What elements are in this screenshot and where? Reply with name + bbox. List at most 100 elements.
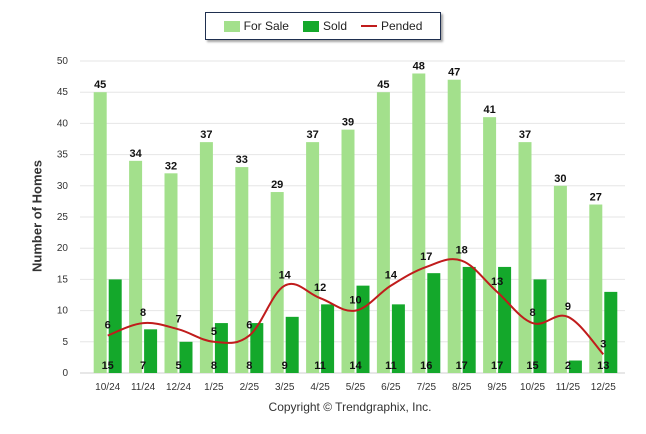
bar-sold: [604, 291, 618, 373]
data-label-sold: 15: [526, 360, 538, 372]
data-label-for-sale: 39: [342, 117, 354, 129]
bar-for-sale: [376, 92, 390, 373]
pended-swatch: [361, 25, 377, 27]
data-label-sold: 7: [140, 360, 146, 372]
x-tick-label: 6/25: [381, 382, 401, 393]
data-label-sold: 16: [420, 360, 432, 372]
bar-for-sale: [164, 173, 178, 373]
data-label-for-sale: 34: [129, 148, 142, 160]
x-tick-label: 4/25: [310, 382, 330, 393]
for-sale-swatch: [223, 20, 240, 32]
y-tick-label: 15: [57, 274, 69, 285]
bar-sold: [498, 266, 512, 373]
data-label-pended: 8: [140, 307, 146, 319]
data-label-pended: 5: [211, 326, 217, 338]
bar-for-sale: [483, 117, 497, 373]
data-label-sold: 8: [246, 360, 252, 372]
bar-for-sale: [589, 204, 603, 373]
bar-for-sale: [518, 142, 532, 373]
data-label-pended: 6: [246, 320, 252, 332]
x-tick-label: 1/25: [204, 382, 224, 393]
bar-for-sale: [199, 142, 213, 373]
data-label-sold: 13: [597, 360, 609, 372]
bar-sold: [427, 273, 441, 373]
bar-sold: [462, 266, 476, 373]
y-tick-label: 5: [62, 337, 68, 348]
bar-sold: [568, 360, 582, 373]
data-label-sold: 9: [282, 360, 288, 372]
legend-item-pended: Pended: [361, 19, 422, 33]
legend-label-pended: Pended: [381, 19, 423, 33]
data-label-sold: 8: [211, 360, 217, 372]
bar-sold: [391, 304, 405, 373]
bar-sold: [321, 304, 335, 373]
bar-for-sale: [306, 142, 320, 373]
y-tick-label: 10: [57, 306, 69, 317]
y-tick-label: 45: [57, 87, 69, 98]
data-label-for-sale: 41: [483, 104, 495, 116]
y-tick-label: 25: [57, 212, 69, 223]
bar-sold: [356, 285, 370, 373]
data-label-for-sale: 45: [377, 79, 389, 91]
data-label-for-sale: 37: [306, 129, 318, 141]
data-label-pended: 9: [565, 301, 571, 313]
bar-for-sale: [341, 129, 355, 373]
y-tick-label: 50: [57, 56, 69, 67]
legend-item-sold: Sold: [302, 19, 347, 33]
legend-label-sold: Sold: [322, 19, 347, 33]
data-label-for-sale: 45: [94, 79, 106, 91]
data-label-pended: 14: [385, 270, 398, 282]
data-label-for-sale: 37: [519, 129, 531, 141]
y-tick-label: 30: [57, 181, 69, 192]
bar-sold: [144, 329, 158, 373]
data-label-pended: 10: [349, 295, 361, 307]
data-label-sold: 17: [456, 360, 468, 372]
data-label-pended: 6: [105, 320, 111, 332]
bar-sold: [214, 323, 228, 373]
y-axis-label: Number of Homes: [29, 160, 45, 272]
sold-swatch: [302, 20, 319, 32]
x-tick-label: 9/25: [487, 382, 507, 393]
bar-sold: [108, 279, 122, 373]
x-tick-label: 7/25: [417, 382, 437, 393]
x-tick-label: 3/25: [275, 382, 295, 393]
bar-for-sale: [93, 92, 107, 373]
x-tick-label: 11/24: [131, 382, 156, 393]
data-label-sold: 17: [491, 360, 503, 372]
data-label-sold: 15: [102, 360, 114, 372]
bar-sold: [285, 316, 299, 373]
bar-for-sale: [553, 185, 567, 373]
data-label-pended: 3: [600, 338, 606, 350]
data-label-sold: 5: [175, 360, 181, 372]
x-tick-label: 5/25: [346, 382, 366, 393]
data-label-sold: 11: [314, 360, 326, 372]
data-label-pended: 7: [175, 313, 181, 325]
x-tick-label: 10/24: [95, 382, 120, 393]
y-tick-label: 40: [57, 118, 69, 129]
data-label-for-sale: 37: [200, 129, 212, 141]
bar-sold: [179, 341, 193, 373]
data-label-pended: 17: [420, 251, 432, 263]
x-tick-label: 12/25: [591, 382, 616, 393]
copyright-footer: Copyright © Trendgraphix, Inc.: [268, 400, 432, 414]
data-label-for-sale: 30: [554, 173, 566, 185]
data-label-pended: 18: [456, 245, 468, 257]
bar-for-sale: [235, 167, 249, 373]
legend-item-for-sale: For Sale: [223, 19, 289, 33]
data-label-sold: 11: [385, 360, 397, 372]
data-label-pended: 14: [279, 270, 292, 282]
data-label-for-sale: 47: [448, 67, 460, 79]
x-tick-label: 12/24: [166, 382, 191, 393]
bar-sold: [250, 323, 264, 373]
data-label-sold: 2: [565, 360, 571, 372]
legend-label-for-sale: For Sale: [243, 19, 289, 33]
data-label-for-sale: 48: [413, 60, 425, 72]
y-tick-label: 35: [57, 150, 69, 161]
x-tick-label: 10/25: [520, 382, 545, 393]
bar-for-sale: [447, 79, 461, 373]
data-label-for-sale: 33: [236, 154, 248, 166]
data-label-for-sale: 27: [590, 192, 602, 204]
y-tick-label: 20: [57, 243, 69, 254]
data-label-pended: 12: [314, 282, 326, 294]
